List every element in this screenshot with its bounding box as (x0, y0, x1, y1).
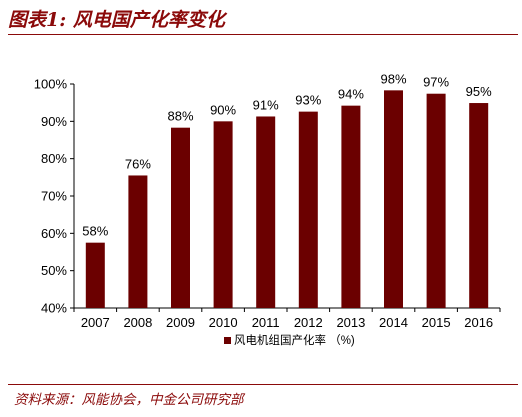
x-tick-label: 2010 (209, 315, 238, 330)
x-tick-label: 2014 (379, 315, 408, 330)
bar (469, 103, 489, 308)
bar (298, 111, 318, 308)
y-tick-label: 80% (41, 151, 67, 166)
x-tick-label: 2008 (123, 315, 152, 330)
y-tick-label: 60% (41, 226, 67, 241)
data-label: 90% (210, 102, 236, 117)
bar (426, 93, 446, 308)
x-tick-label: 2016 (464, 315, 493, 330)
bar (213, 121, 233, 308)
x-tick-label: 2015 (422, 315, 451, 330)
x-tick-label: 2012 (294, 315, 323, 330)
data-label: 93% (295, 93, 321, 108)
data-label: 91% (253, 97, 279, 112)
data-label: 95% (466, 84, 492, 99)
bar (85, 242, 105, 308)
data-label: 97% (423, 75, 449, 90)
x-tick-label: 2007 (81, 315, 110, 330)
y-tick-label: 40% (41, 301, 67, 316)
y-tick-label: 100% (34, 77, 68, 92)
bar (128, 175, 148, 308)
title-rule (8, 34, 518, 35)
x-tick-label: 2011 (252, 315, 280, 330)
figure-title: 图表1: 风电国产化率变化 (8, 9, 225, 31)
y-tick-label: 50% (41, 263, 67, 278)
x-tick-label: 2013 (336, 315, 365, 330)
bar (384, 90, 403, 308)
data-label: 98% (380, 71, 406, 86)
legend-label: 风电机组国产化率 （%) (234, 333, 355, 347)
data-label: 76% (125, 156, 151, 171)
x-tick-label: 2009 (166, 315, 195, 330)
bar-chart: 40% 50% 60% 70% 80% 90% 100% 58% 2007 76% 2008 88% 2… (34, 71, 501, 347)
bar (341, 105, 361, 308)
data-label: 58% (82, 224, 108, 239)
y-tick-label: 90% (41, 114, 67, 129)
source-note: 资料来源：风能协会，中金公司研究部 (14, 392, 244, 408)
y-tick-label: 70% (41, 189, 67, 204)
legend-swatch (224, 337, 231, 344)
data-label: 88% (167, 109, 193, 124)
data-label: 94% (338, 87, 364, 102)
bar (256, 116, 276, 308)
bar (171, 127, 190, 309)
source-rule (8, 384, 518, 385)
